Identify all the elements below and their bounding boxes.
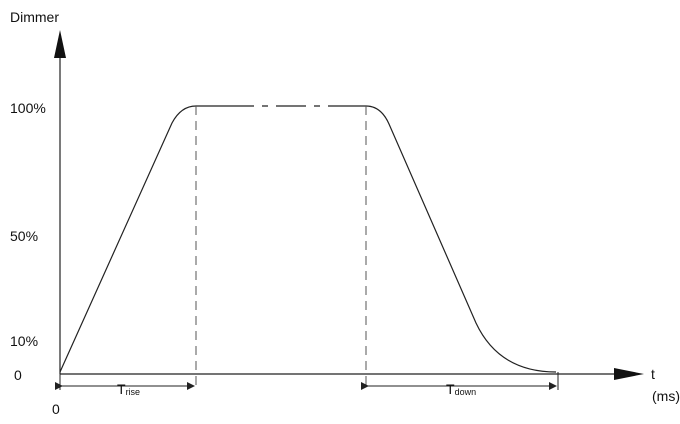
y-axis-arrow-icon xyxy=(54,30,66,58)
dimmer-fall-curve xyxy=(338,105,557,373)
t-down-label: Tdown xyxy=(446,381,476,397)
x-axis-label-t: t xyxy=(651,366,655,382)
t-rise-main: T xyxy=(117,381,126,397)
t-rise-sub: rise xyxy=(126,387,141,397)
y-level-50: 50% xyxy=(10,228,38,244)
dimmer-rise-curve xyxy=(59,105,224,373)
x-axis-arrow-icon xyxy=(614,368,644,380)
y-level-0: 0 xyxy=(14,367,22,383)
y-axis-label: Dimmer xyxy=(10,9,59,25)
t-down-sub: down xyxy=(455,387,477,397)
t-rise-label: Trise xyxy=(117,381,140,397)
x-axis-label-unit: (ms) xyxy=(652,388,680,404)
y-level-10: 10% xyxy=(10,333,38,349)
y-level-100: 100% xyxy=(10,100,46,116)
t-down-main: T xyxy=(446,381,455,397)
origin-label: 0 xyxy=(52,401,60,417)
